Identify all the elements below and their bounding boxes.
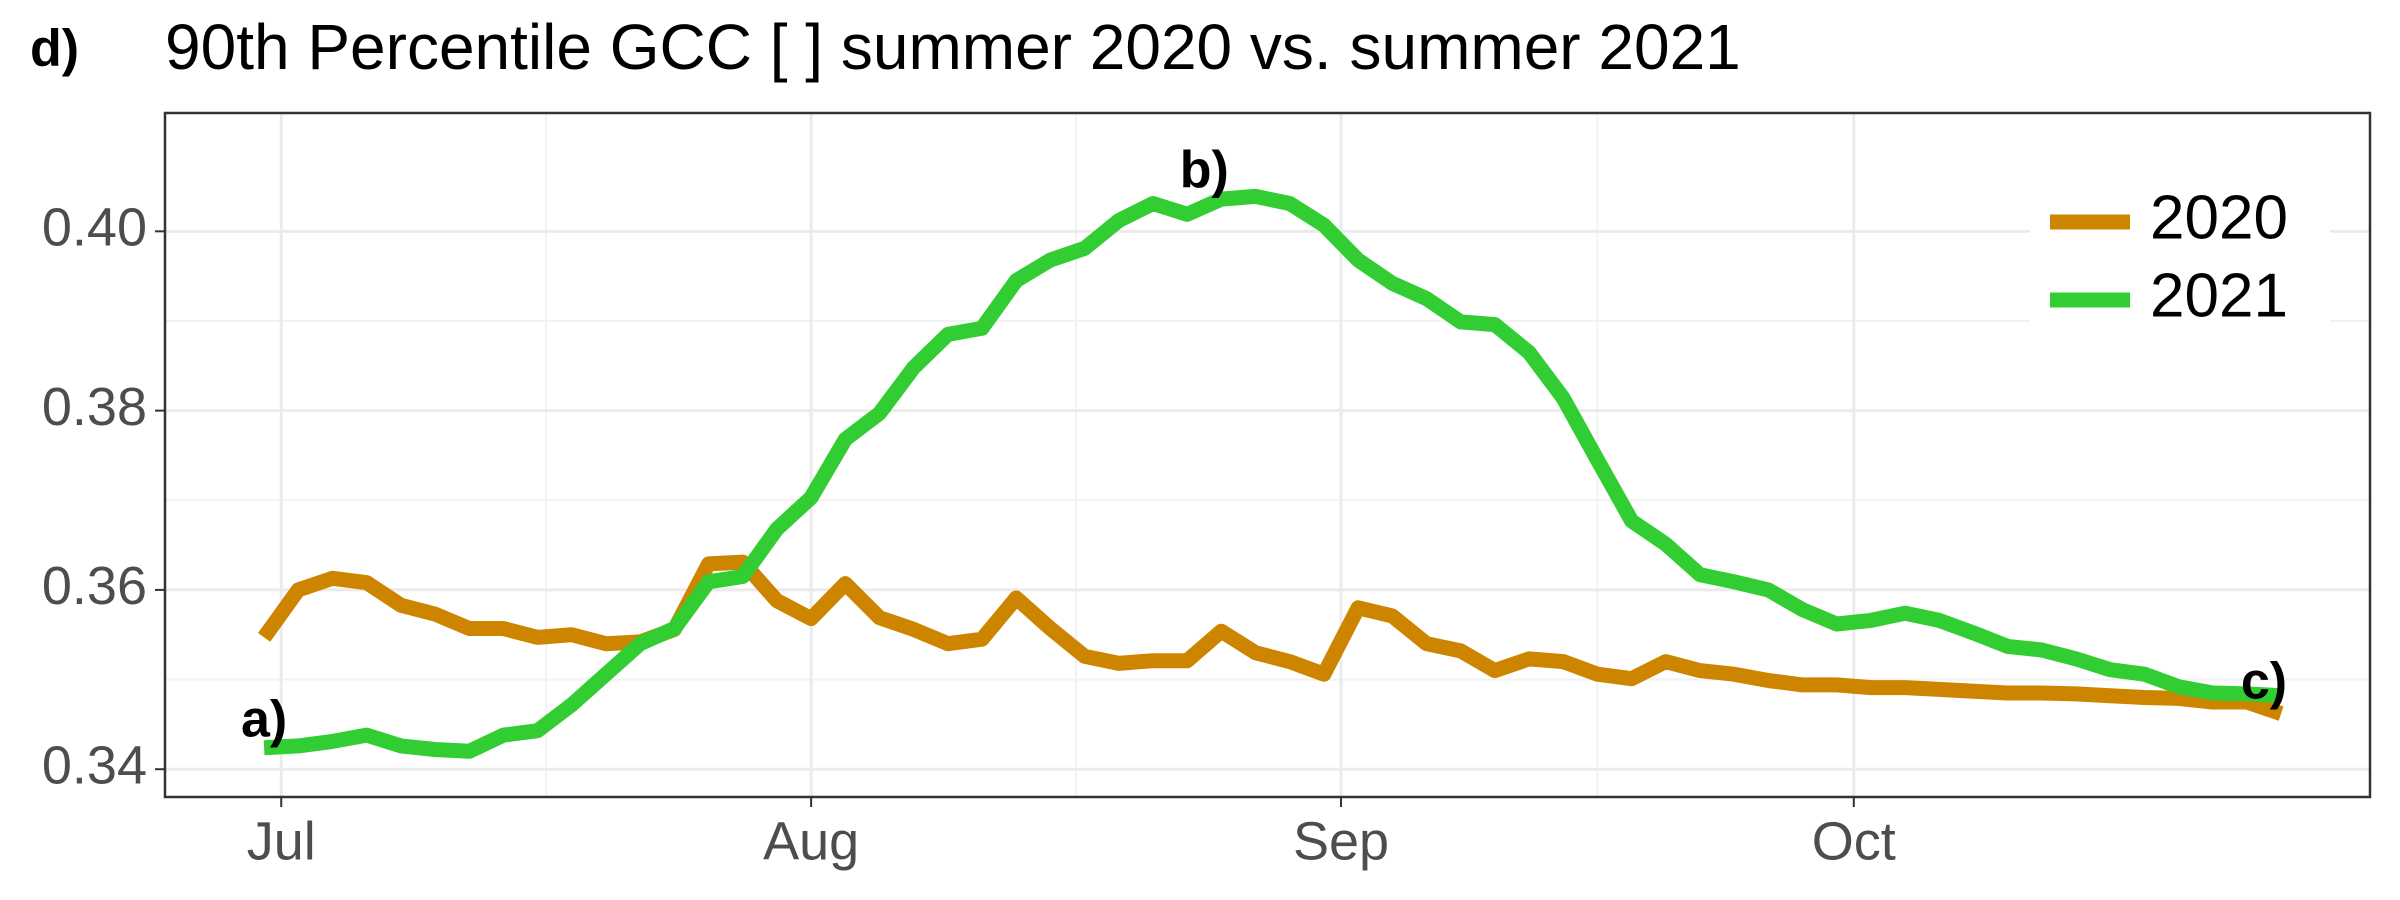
y-tick-label: 0.40 [42, 198, 147, 258]
annotation: b) [1180, 141, 1229, 199]
x-tick-label: Jul [247, 811, 316, 871]
series-line [263, 188, 2282, 759]
x-tick-label: Sep [1293, 811, 1389, 871]
x-tick-label: Aug [763, 811, 859, 871]
x-tick-label: Oct [1812, 811, 1896, 871]
legend-label: 2021 [2150, 261, 2288, 330]
y-tick-label: 0.34 [42, 735, 147, 795]
annotation: c) [2241, 653, 2287, 711]
annotation: a) [241, 690, 287, 748]
plot-border [163, 111, 2372, 799]
panel-tag: d) [30, 20, 79, 78]
y-tick-label: 0.38 [42, 377, 147, 437]
legend-label: 2020 [2150, 183, 2288, 252]
legend-box [2030, 163, 2330, 349]
series-line [258, 554, 2284, 721]
plot-panel [165, 113, 2370, 797]
y-tick-label: 0.36 [42, 556, 147, 616]
chart-title: 90th Percentile GCC [ ] summer 2020 vs. … [165, 11, 1741, 83]
